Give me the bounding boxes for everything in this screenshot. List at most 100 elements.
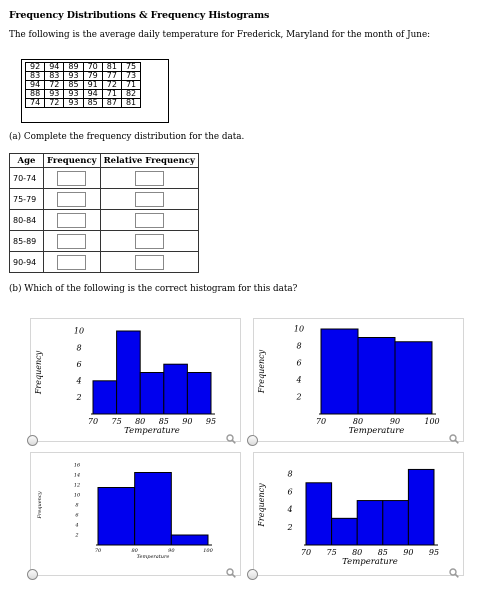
y-tick-label: 12 [74, 483, 80, 489]
relative-frequency-input[interactable] [134, 170, 164, 186]
histogram-option-b-panel: 2 4 6 8 10 70 80 90 100 Temperature Frequency [253, 318, 464, 442]
histogram-bar [139, 372, 165, 415]
x-tick-label: 95 [206, 417, 216, 426]
table-row: 83 83 93 79 77 73 [24, 71, 142, 81]
relative-frequency-cell [99, 251, 199, 273]
part-a-prompt: (a) Complete the frequency distribution … [9, 132, 245, 142]
y-axis-label: Frequency [34, 350, 43, 395]
y-tick-label: 4 [286, 505, 292, 514]
x-tick-label: 100 [424, 417, 439, 426]
table-row: 75-79 [9, 188, 199, 210]
y-axis-label: Frequency [257, 349, 266, 394]
y-axis-label: Frequency [257, 483, 266, 528]
option-d-radio[interactable] [247, 569, 258, 580]
y-tick-label: 4 [75, 376, 81, 385]
histogram-option-b: 2 4 6 8 10 70 80 90 100 Temperature Frequency [257, 325, 440, 436]
page-title: Frequency Distributions & Frequency Hist… [9, 10, 270, 21]
frequency-cell [43, 188, 101, 210]
table-row: 85-89 [9, 230, 199, 252]
temperature-cell: 72 [44, 98, 65, 108]
magnifier-icon[interactable] [449, 568, 459, 578]
temperature-cell: 81 [120, 98, 142, 108]
histogram-bar [356, 500, 384, 546]
option-a-radio[interactable] [27, 435, 38, 446]
x-tick-label: 90 [182, 417, 192, 426]
relative-frequency-input[interactable] [134, 212, 164, 228]
y-tick-label: 10 [294, 325, 304, 334]
option-b-radio[interactable] [247, 435, 258, 446]
y-tick-label: 6 [75, 513, 79, 519]
y-tick-label: 14 [74, 473, 80, 479]
temperature-cell: 93 [63, 98, 84, 108]
histogram-option-c: 2 4 6 8 10 12 14 16 70 80 90 100 Temperature Frequenc… [37, 463, 214, 560]
table-row: 74 72 93 85 87 81 [24, 98, 142, 108]
header-frequency: Frequency [43, 153, 101, 168]
frequency-distribution-table: Age Frequency Relative Frequency 70-74 7… [9, 153, 199, 273]
table-row: 90-94 [9, 251, 199, 273]
x-tick-label: 75 [112, 417, 122, 426]
temperature-cell: 85 [82, 98, 103, 108]
class-label: 70-74 [9, 167, 44, 189]
histogram-bar [331, 517, 358, 546]
y-tick-label: 8 [75, 503, 78, 509]
frequency-cell [43, 167, 101, 189]
x-tick-label: 70 [95, 548, 102, 554]
magnifier-icon[interactable] [226, 568, 236, 578]
histogram-bar [97, 487, 136, 546]
relative-frequency-cell [99, 167, 199, 189]
frequency-input[interactable] [57, 191, 87, 207]
class-label: 90-94 [9, 251, 44, 273]
header-age: Age [9, 153, 44, 168]
x-tick-label: 70 [316, 417, 326, 426]
frequency-input[interactable] [57, 212, 87, 228]
x-tick-label: 80 [353, 417, 363, 426]
y-tick-label: 4 [295, 376, 301, 385]
histogram-bar [186, 372, 212, 415]
frequency-input[interactable] [57, 170, 87, 186]
frequency-cell [43, 251, 101, 273]
histogram-bar [305, 482, 333, 546]
table-row: 92 94 89 70 81 75 [24, 62, 142, 72]
relative-frequency-cell [99, 230, 199, 252]
histogram-option-d-panel: 2 4 6 8 70 75 80 85 90 95 Temperature Frequency [253, 452, 464, 576]
part-b-prompt: (b) Which of the following is the correc… [9, 284, 298, 294]
x-axis-label: Temperature [137, 554, 170, 560]
header-relative-frequency: Relative Frequency [99, 153, 199, 168]
frequency-input[interactable] [57, 254, 87, 270]
y-tick-label: 10 [74, 493, 81, 499]
histogram-option-c-panel: 2 4 6 8 10 12 14 16 70 80 90 100 Temperature Frequenc… [30, 452, 241, 576]
class-label: 85-89 [9, 230, 44, 252]
y-tick-label: 16 [74, 463, 81, 469]
x-tick-label: 90 [390, 417, 400, 426]
option-c-radio[interactable] [27, 569, 38, 580]
y-tick-label: 6 [76, 360, 81, 369]
histogram-option-d: 2 4 6 8 70 75 80 85 90 95 Temperature Frequency [257, 468, 439, 567]
histogram-bar [382, 500, 409, 546]
table-row: 80-84 [9, 209, 199, 231]
magnifier-icon[interactable] [449, 434, 459, 444]
x-axis-label: Temperature [349, 426, 405, 436]
histogram-bar [116, 330, 141, 415]
x-tick-label: 80 [131, 548, 138, 554]
y-tick-label: 2 [295, 393, 301, 402]
temperature-cell: 87 [101, 98, 122, 108]
y-tick-label: 10 [74, 327, 84, 336]
frequency-input[interactable] [57, 233, 87, 249]
x-tick-label: 95 [429, 548, 439, 557]
x-axis-label: Temperature [124, 426, 180, 436]
relative-frequency-cell [99, 209, 199, 231]
frequency-cell [43, 230, 101, 252]
magnifier-icon[interactable] [226, 434, 236, 444]
frequency-cell [43, 209, 101, 231]
relative-frequency-input[interactable] [134, 254, 164, 270]
relative-frequency-input[interactable] [134, 191, 164, 207]
histogram-bar [92, 380, 118, 415]
x-tick-label: 85 [378, 548, 388, 557]
histogram-bar [163, 363, 188, 415]
y-tick-label: 2 [75, 393, 81, 402]
temperature-cell: 74 [24, 98, 46, 108]
y-tick-label: 6 [287, 487, 292, 496]
y-axis-label: Frequency [37, 491, 43, 519]
relative-frequency-input[interactable] [134, 233, 164, 249]
table-row: 70-74 [9, 167, 199, 189]
